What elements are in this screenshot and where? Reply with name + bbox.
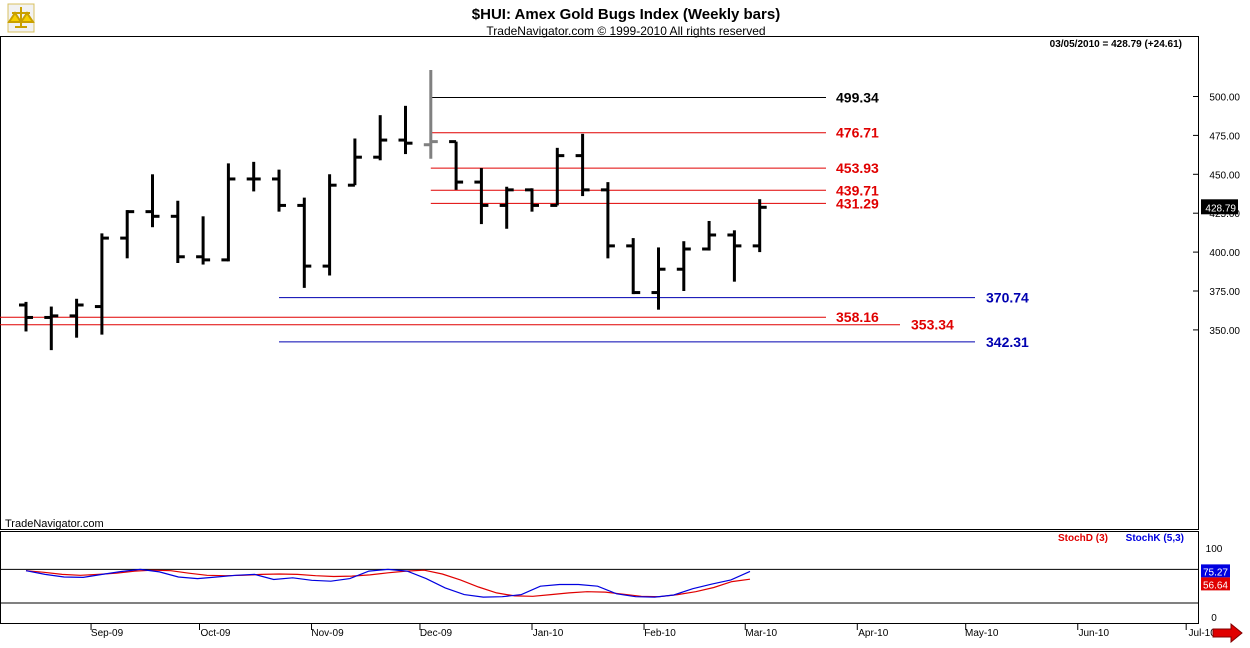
level-label: 439.71 [836,182,879,198]
level-label: 453.93 [836,160,879,176]
ohlc-bar [69,298,84,338]
x-tick-label: Sep-09 [91,628,124,639]
ohlc-bar [474,168,489,225]
ohlc-bar [246,161,261,192]
ohlc-bar [550,147,565,207]
ohlc-bar [196,216,211,265]
x-tick-label: Jul-10 [1189,628,1217,639]
tradenavigator-logo-icon [7,3,35,33]
stochk-line [25,568,751,598]
ohlc-bar [600,182,615,259]
y-tick-label: 400.00 [1209,248,1240,259]
level-label: 370.74 [986,290,1029,306]
price-axis: 500.00 475.00 450.00 425.00 400.00 375.00 350.… [1193,93,1240,337]
stochk-legend: StochK (5,3) [1126,533,1184,544]
ohlc-bar [398,105,413,155]
last-price-box [1201,199,1238,215]
level-label: 353.34 [911,317,954,333]
ohlc-bar [170,200,185,263]
ohlc-bar [626,238,641,295]
x-tick-label: Jan-10 [533,628,564,639]
stochk-value-box [1201,564,1230,578]
ohlc-bar [727,230,742,282]
ohlc-bar [94,233,109,335]
stochd-legend: StochD (3) [1058,533,1108,544]
stochastic-pane [0,531,1199,624]
ohlc-bar [297,197,312,288]
scroll-right-button[interactable] [1212,622,1243,644]
ohlc-bar [120,210,135,259]
date-axis: Sep-09 Oct-09 Nov-09 Dec-09 Jan-10 Feb-10 Mar-… [90,624,1217,639]
last-price-label: 428.79 [1205,203,1236,214]
level-label: 358.16 [836,309,879,325]
ohlc-bar [752,199,767,253]
y-tick-label: 350.00 [1209,326,1240,337]
ohlc-bar [575,133,590,197]
x-tick-label: Dec-09 [420,628,453,639]
y-tick-label: 450.00 [1209,170,1240,181]
x-tick-label: Mar-10 [745,628,777,639]
ohlc-bar [322,174,337,276]
level-label: 431.29 [836,195,879,211]
chart-title: $HUI: Amex Gold Bugs Index (Weekly bars) [472,6,780,23]
ohlc-bar [423,70,438,159]
x-tick-label: Nov-09 [311,628,344,639]
ohlc-bar [499,186,514,229]
level-label: 499.34 [836,90,879,106]
x-tick-label: May-10 [965,628,999,639]
chart-subtitle: TradeNavigator.com © 1999-2010 All right… [486,24,765,38]
level-label: 342.31 [986,334,1029,350]
y-tick-label: 375.00 [1209,287,1240,298]
x-tick-label: Feb-10 [644,628,676,639]
y-tick-label: 475.00 [1209,131,1240,142]
stochd-value-box [1201,577,1230,591]
arrow-right-icon[interactable] [1212,622,1243,644]
stochk-value-label: 75.27 [1203,567,1228,578]
ohlc-bar [449,140,464,190]
x-tick-label: Jun-10 [1078,628,1109,639]
ohlc-bar [373,115,388,161]
ohlc-bar [525,188,539,212]
stochd-value-label: 56.64 [1203,580,1228,591]
stoch-tick-label: 0 [1211,613,1217,624]
ohlc-bar [702,220,717,251]
ohlc-bar [347,138,362,187]
ohlc-bar [651,247,666,310]
ohlc-bar [44,306,59,351]
price-pane [0,36,1199,530]
y-tick-label: 500.00 [1209,93,1240,104]
y-tick-label: 425.00 [1209,209,1240,220]
x-tick-label: Oct-09 [200,628,230,639]
stoch-tick-label: 100 [1206,544,1223,555]
x-tick-label: Apr-10 [858,628,888,639]
ohlc-bar [676,241,691,291]
ohlc-bar [145,174,160,228]
bars-layer [19,70,767,351]
ohlc-bar [272,169,286,212]
ohlc-bar [221,163,236,262]
level-label: 476.71 [836,125,879,141]
stochastic-layer: 100 0 75.27 56.64 [0,544,1230,624]
watermark-label: TradeNavigator.com [5,518,104,530]
last-quote-label: 03/05/2010 = 428.79 (+24.61) [1050,39,1182,50]
ohlc-bar [19,301,33,332]
